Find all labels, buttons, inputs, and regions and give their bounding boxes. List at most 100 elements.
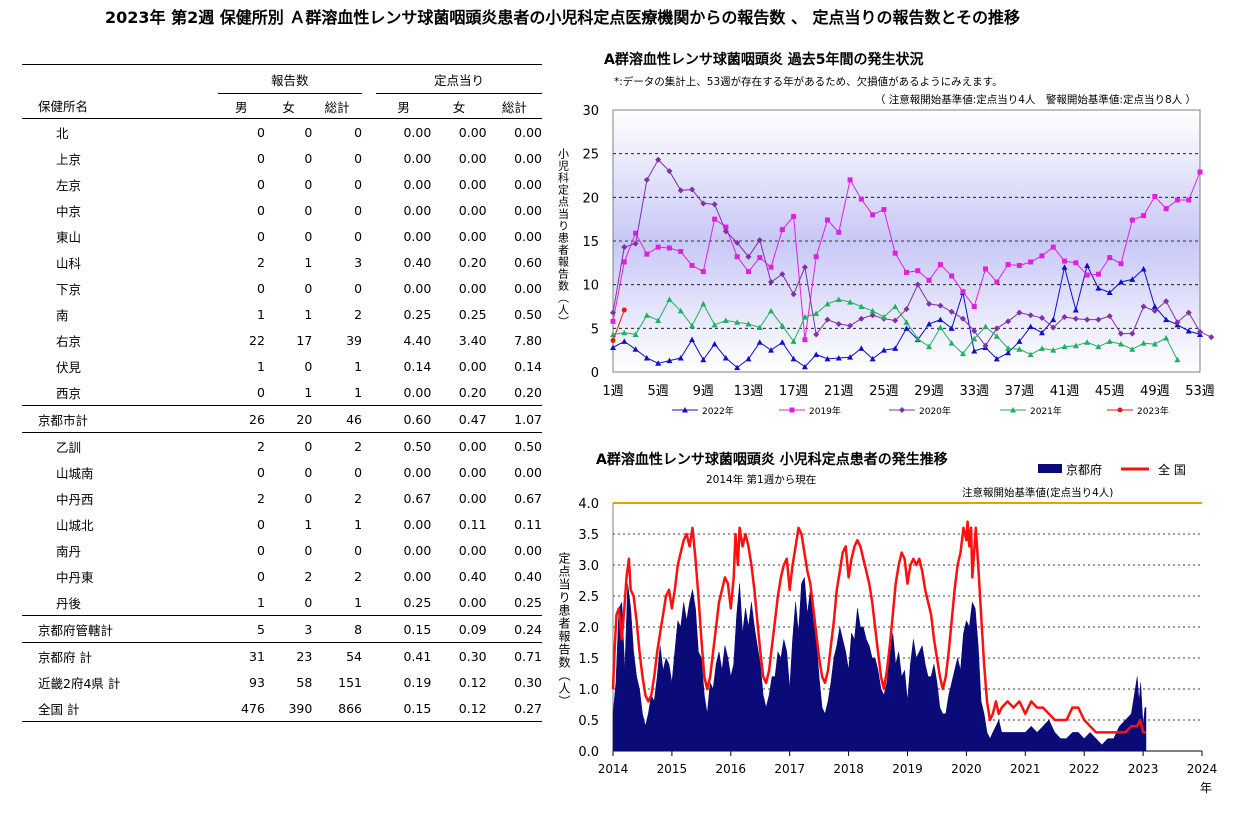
row-name: 西京	[56, 385, 82, 401]
chart1-point	[858, 196, 864, 202]
chart1-point	[983, 266, 989, 272]
table-cell: 17	[296, 332, 313, 348]
table-cell: 0	[256, 542, 265, 558]
chart2-y-tick-label: 1.0	[578, 683, 599, 698]
chart1-point	[1016, 338, 1023, 344]
chart1-point	[1027, 351, 1034, 358]
chart1-point	[1174, 319, 1181, 326]
table-cell: 0.00	[514, 202, 542, 218]
chart1-x-tick-label: 45週	[1095, 384, 1125, 399]
chart1-point	[655, 360, 662, 366]
table-row: 山城北 0 1 1 0.00 0.11 0.11	[22, 511, 542, 537]
table-cell: 0.00	[458, 594, 487, 610]
chart1-point	[790, 355, 797, 362]
chart1-point	[948, 340, 955, 346]
chart2-subtitle: 2014年 第1週から現在	[706, 473, 816, 486]
table-cell: 0.50	[403, 438, 432, 454]
chart1-point	[1084, 339, 1091, 345]
chart1-series	[610, 307, 627, 344]
chart1-point	[621, 329, 628, 336]
chart1-point	[1129, 346, 1136, 352]
chart1-point	[1141, 213, 1147, 219]
row-name: 京都府管轄計	[38, 622, 114, 638]
chart2-x-tick-label: 2017	[774, 762, 805, 776]
chart1-point	[1050, 324, 1057, 331]
chart2-x-label: 年	[1200, 781, 1212, 795]
chart1-point	[1061, 343, 1068, 350]
page-title: 2023年 第2週 保健所別 Ａ群溶血性レンサ球菌咽頭炎患者の小児科定点医療機関…	[105, 8, 1021, 27]
chart1-threshold-note: （ 注意報開始基準値:定点当り4人 警報開始基準値:定点当り8人 ）	[875, 93, 1196, 106]
table-cell: 0.00	[458, 542, 487, 558]
table-cell: 0	[304, 280, 313, 296]
chart1-point	[711, 321, 718, 328]
table-cell: 54	[346, 648, 363, 664]
table-cell: 1	[354, 358, 363, 374]
row-name: 南丹	[56, 543, 82, 559]
table-cell: 0.00	[458, 228, 487, 244]
chart1-point	[892, 345, 899, 351]
chart1-point	[1152, 193, 1158, 199]
table-cell: 0	[354, 150, 363, 166]
chart1-title: A群溶血性レンサ球菌咽頭炎 過去5年間の発生状況	[604, 51, 923, 68]
table-cell: 0.30	[458, 648, 487, 664]
chart2-legend-swatch-kyoto	[1038, 464, 1062, 473]
chart1-legend-label: 2023年	[1137, 405, 1169, 417]
chart1-point	[779, 271, 786, 278]
chart1-series	[610, 156, 1215, 349]
chart1-point	[813, 254, 819, 260]
chart1-point	[971, 304, 977, 309]
table-cell: 0.20	[458, 254, 487, 270]
chart1-point	[1050, 347, 1057, 353]
table-row: 右京 22 17 39 4.40 3.40 7.80	[22, 327, 542, 353]
chart1-point	[858, 345, 865, 351]
chart2-x-tick-label: 2021	[1010, 762, 1041, 776]
chart1-point	[1197, 328, 1203, 335]
table-cell: 0.14	[514, 358, 542, 374]
chart1-y-label: 小児科定点当り患者報告数（人）	[557, 148, 570, 328]
chart1-point	[722, 317, 729, 323]
chart1-point	[621, 338, 628, 344]
chart1-x-tick-label: 25週	[869, 384, 899, 399]
chart1-point	[1129, 276, 1136, 282]
chart1-point	[802, 337, 808, 343]
chart1-point	[937, 324, 944, 330]
chart1-point	[824, 217, 830, 223]
table-cell: 0.00	[514, 464, 542, 480]
table-cell: 0	[304, 358, 313, 374]
table-cell: 0	[256, 280, 265, 296]
chart2-y-tick-label: 3.5	[578, 528, 599, 543]
chart2-y-tick-label: 3.0	[578, 559, 599, 574]
chart1-x-tick-label: 53週	[1185, 384, 1215, 399]
table-cell: 0.20	[514, 384, 542, 400]
table-cell: 0	[304, 176, 313, 192]
chart1-point	[1038, 314, 1045, 321]
row-name: 北	[56, 125, 69, 141]
table-cell: 3	[304, 621, 313, 637]
table-cell: 0	[354, 280, 363, 296]
table-cell: 0.00	[458, 464, 487, 480]
chart1-point	[1028, 259, 1034, 265]
col-header-total-rate: 総計	[501, 99, 527, 115]
col-header-name: 保健所名	[38, 99, 89, 115]
chart1-point	[869, 355, 876, 362]
chart1-x-tick-label: 17週	[779, 384, 809, 399]
chart1-point	[677, 355, 684, 361]
table-column-header-row: 保健所名 男 女 総計 男 女 総計	[22, 94, 542, 119]
chart1-point	[847, 177, 853, 183]
row-name: 下京	[56, 281, 82, 297]
row-name: 山科	[56, 255, 82, 271]
table-cell: 0.00	[514, 228, 542, 244]
table-cell: 0.00	[514, 150, 542, 166]
chart1-point	[880, 347, 887, 353]
chart1-x-tick-label: 37週	[1005, 384, 1035, 399]
chart1-point	[1038, 329, 1045, 336]
chart1-x-tick-label: 33週	[959, 384, 989, 399]
chart1-point	[1151, 341, 1158, 347]
chart1-point	[1072, 315, 1079, 322]
chart1-legend-label: 2019年	[809, 405, 841, 417]
table-cell: 0.15	[403, 700, 432, 716]
table-row: 東山 0 0 0 0.00 0.00 0.00	[22, 223, 542, 249]
table-cell: 0.20	[458, 384, 487, 400]
col-header-male-rate: 男	[397, 99, 410, 115]
table-cell: 20	[296, 411, 313, 427]
